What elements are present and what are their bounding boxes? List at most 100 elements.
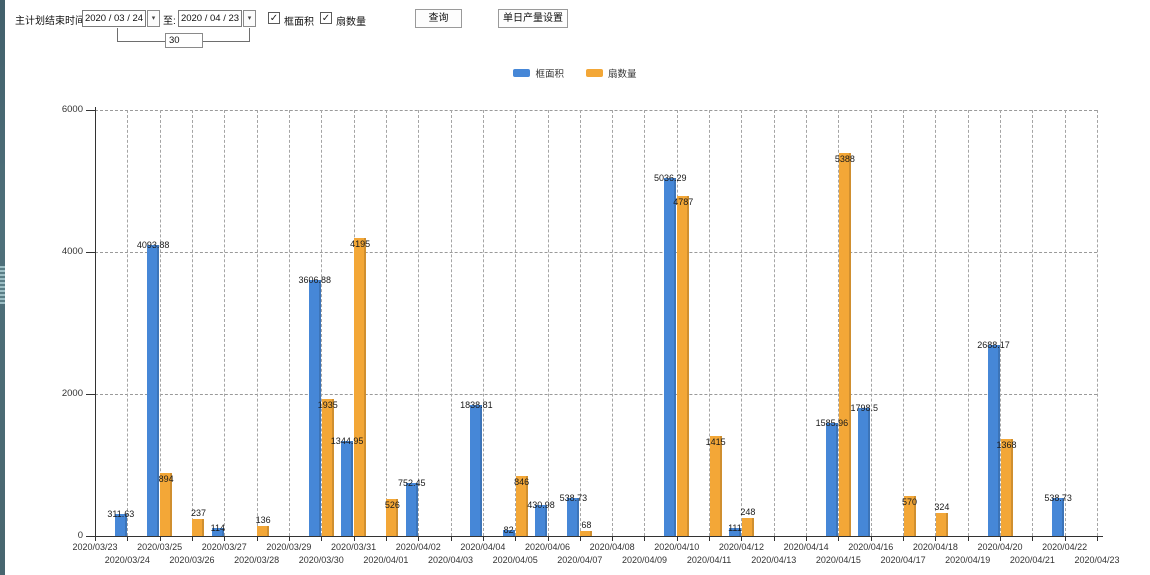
bar-value-label: 4787 [673,197,694,208]
bar-frame-area [1052,497,1065,536]
x-tick-mark [288,536,290,541]
bar-frame-area [858,408,871,536]
x-tick-mark [773,536,775,541]
bar-value-label: 1415 [705,436,726,447]
bar-value-label: 570 [902,496,918,507]
grid-vline [644,110,646,536]
x-tick-label: 2020/03/23 [72,542,118,552]
x-tick-mark [967,536,969,541]
x-tick-label: 2020/04/03 [428,555,474,565]
x-tick-mark [644,536,646,541]
grid-hline [95,394,1097,395]
bar-frame-area [147,245,160,536]
grid-vline [773,110,775,536]
grid-hline [95,110,1097,111]
x-tick-label: 2020/04/15 [815,555,861,565]
end-time-label: 主计划结束时间: [15,16,88,27]
bar-fan-count [257,526,270,536]
x-tick-mark [838,536,840,541]
interval-days-input[interactable]: 30 [165,33,203,48]
x-tick-mark [224,536,226,541]
bar-value-label: 111 [728,523,742,534]
x-tick-mark [321,536,323,541]
bar-value-label: 4093.88 [136,240,170,251]
fan-count-checkbox[interactable]: ✓ [320,12,332,24]
x-tick-label: 2020/03/25 [137,542,183,552]
bar-fan-count [580,531,593,536]
bar-fan-count [903,495,916,536]
bar-value-label: 1798.5 [850,403,878,414]
date-from-dropdown-icon[interactable]: ▾ [147,10,160,27]
grid-vline [935,110,937,536]
bar-value-label: 846 [514,476,530,487]
x-tick-mark [676,536,678,541]
y-tick-mark [86,536,95,537]
x-tick-label: 2020/04/04 [460,542,506,552]
date-to-picker[interactable]: 2020 / 04 / 23 [178,10,242,27]
x-tick-label: 2020/04/22 [1042,542,1088,552]
frame-area-checkbox-label[interactable]: 框面积 [284,17,314,28]
grid-vline [515,110,517,536]
x-axis [95,536,1103,537]
grid-vline [224,110,226,536]
chart-legend: 框面积 扇数量 [0,66,1150,80]
bar-value-label: 324 [934,501,950,512]
x-tick-label: 2020/04/20 [977,542,1023,552]
y-tick-label: 0 [77,530,83,541]
x-tick-mark [1097,536,1098,541]
bar-fan-count [741,518,754,536]
x-tick-label: 2020/04/14 [783,542,829,552]
date-from-picker[interactable]: 2020 / 03 / 24 [82,10,146,27]
bar-value-label: 1585.96 [815,418,849,429]
bar-value-label: 4195 [350,239,371,250]
legend-item-fan-count: 扇数量 [586,66,637,80]
x-tick-mark [482,536,484,541]
bar-frame-area [211,527,224,536]
grid-vline [191,110,193,536]
bar-value-label: 114 [210,522,225,533]
bar-value-label: 237 [190,508,206,519]
bar-frame-area [308,279,321,536]
query-button[interactable]: 查询 [415,9,462,28]
frame-area-checkbox[interactable]: ✓ [268,12,280,24]
y-tick-mark [86,252,95,253]
x-tick-mark [741,536,743,541]
x-tick-mark [903,536,905,541]
bar-value-label: 311.63 [107,508,135,519]
y-tick-label: 2000 [61,388,83,399]
bar-fan-count [677,196,690,536]
bar-frame-area [664,178,677,536]
grid-vline [612,110,614,536]
grid-vline [1000,110,1002,536]
bar-value-label: 538.73 [559,492,588,503]
x-tick-label: 2020/03/28 [234,555,280,565]
bar-fan-count [709,435,722,536]
bar-value-label: 526 [384,499,400,510]
grid-vline [1032,110,1034,536]
bar-value-label: 5388 [834,154,855,165]
bar-frame-area [470,405,483,536]
bar-value-label: 752.45 [397,477,426,488]
daily-output-settings-button[interactable]: 单日产量设置 [498,9,568,28]
bar-frame-area [987,345,1000,536]
legend-label: 扇数量 [608,69,637,80]
date-to-dropdown-icon[interactable]: ▾ [243,10,256,27]
fan-count-checkbox-label[interactable]: 扇数量 [336,17,366,28]
y-tick-label: 6000 [61,104,83,115]
x-tick-label: 2020/04/13 [751,555,797,565]
bar-frame-area [341,440,354,536]
fan-count-swatch-icon [586,69,603,77]
bar-fan-count [160,472,173,536]
x-tick-mark [547,536,549,541]
x-tick-label: 2020/04/18 [912,542,958,552]
bar-value-label: 5036.29 [654,173,687,184]
x-tick-label: 2020/03/26 [169,555,215,565]
x-tick-mark [1000,536,1002,541]
grid-vline [579,110,581,536]
legend-label: 框面积 [535,69,564,80]
x-tick-mark [935,536,937,541]
grid-vline [709,110,711,536]
x-tick-label: 2020/04/01 [363,555,409,565]
x-tick-label: 2020/03/24 [104,555,150,565]
